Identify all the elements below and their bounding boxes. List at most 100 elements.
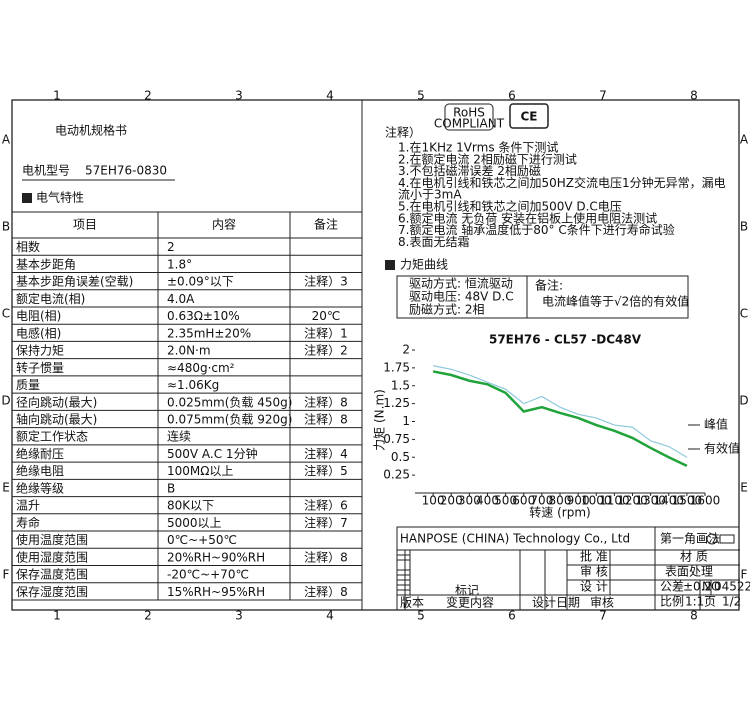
x-tick-label: 1200 [617, 494, 648, 508]
scale: 1:1 [685, 595, 704, 609]
ce-logo [509, 103, 549, 129]
projection-icon [706, 533, 718, 545]
y-tick-label: 0.25 [383, 468, 410, 482]
table-cell: 温升 [16, 499, 40, 513]
title-block [396, 526, 740, 611]
table-cell: 500V A.C 1分钟 [167, 446, 258, 461]
drive-line: 驱动电压: 48V D.C [409, 290, 514, 304]
page-label: 页 [704, 595, 716, 609]
table-cell: 2.35mH±20% [167, 326, 251, 340]
table-cell: ±0.09°以下 [167, 275, 234, 289]
note-line: 7.额定电流 轴承温度低于80° C条件下进行寿命试验 [398, 222, 675, 237]
ruler-number: 3 [235, 609, 243, 623]
table-cell: 电阻(相) [16, 309, 61, 323]
table-cell: 额定工作状态 [16, 429, 88, 444]
mark: 标记 [455, 584, 479, 598]
x-tick-label: 1000 [581, 494, 612, 508]
table-cell: 注释）8 [304, 394, 348, 409]
table-cell: ≈1.06Kg [167, 378, 219, 392]
x-tick-label: 1300 [635, 494, 666, 508]
table-cell: 绝缘电阻 [16, 463, 64, 478]
rohs-sub: COMPLIANT [434, 117, 505, 131]
ruler-number: 5 [417, 609, 425, 623]
page: 1/2 [722, 595, 741, 609]
revision-header: 设计 [532, 596, 556, 610]
table-cell: 0℃~+50℃ [167, 533, 237, 547]
ruler-letter: D [739, 394, 748, 408]
section-title: 电气特性 [36, 190, 84, 205]
ruler-number: 4 [326, 609, 334, 623]
table-cell: 额定电流(相) [16, 291, 85, 306]
ce-text: CE [520, 110, 537, 124]
x-tick-label: 100 [422, 494, 445, 508]
table-cell: 20%RH~90%RH [167, 550, 265, 564]
rohs-text: RoHS [453, 106, 485, 120]
table-cell: 注释）8 [304, 412, 348, 427]
table-cell: 注释）4 [304, 446, 348, 461]
table-cell: 注释）2 [304, 343, 348, 358]
x-tick-label: 400 [476, 494, 499, 508]
surface: 表面处理 [665, 565, 713, 579]
ruler-letter: A [2, 133, 11, 147]
table-cell: 0.63Ω±10% [167, 309, 240, 323]
table-cell: 保存湿度范围 [16, 584, 88, 599]
revision-header: 审核 [590, 595, 614, 610]
projection: 第一角画法 [660, 532, 720, 546]
table-cell: 电感(相) [16, 325, 61, 340]
table-cell: 注释）5 [304, 463, 348, 478]
scale-label: 比例 [660, 595, 684, 609]
legend-label: 峰值 [704, 417, 728, 432]
x-tick-label: 200 [440, 494, 463, 508]
ruler-number: 7 [599, 89, 607, 103]
y-axis-label: 力矩 (N.m) [373, 389, 387, 451]
ruler-letter: F [3, 568, 10, 582]
x-tick-label: 1500 [672, 494, 703, 508]
tolerance: ±0.2 [683, 580, 712, 594]
x-tick-label: 800 [549, 494, 572, 508]
table-cell: 相数 [16, 239, 40, 254]
x-tick-label: 900 [567, 494, 590, 508]
y-tick-label: 1.5 [391, 378, 410, 392]
ruler-number: 8 [690, 609, 698, 623]
note-line: 6.额定电流 无负荷 安装在铝板上使用电阻法测试 [398, 210, 657, 225]
table-cell: 基本步距角误差(空载) [16, 275, 133, 289]
note-line: 5.在电机引线和铁芯之间加500V D.C电压 [398, 200, 622, 214]
table-cell: 使用湿度范围 [16, 549, 88, 564]
rohs-logo [444, 103, 494, 131]
table-cell: 1.8° [167, 257, 192, 271]
ruler-number: 2 [144, 609, 152, 623]
revision-header: 变更内容 [446, 595, 494, 610]
table-cell: 保持力矩 [16, 343, 64, 358]
no: 045220 [714, 580, 750, 594]
x-tick-label: 600 [512, 494, 535, 508]
ruler-letter: B [2, 220, 10, 234]
model-label: 电机型号 [22, 164, 70, 178]
table-cell: -20℃~+70℃ [167, 568, 249, 582]
icon [22, 193, 32, 203]
x-tick-label: 500 [494, 494, 517, 508]
company: HANPOSE (CHINA) Technology Co., Ltd [400, 532, 630, 546]
ruler-number: 1 [53, 609, 61, 623]
remark: 电流峰值等于√2倍的有效值 [542, 294, 689, 309]
frame [11, 99, 740, 611]
y-tick-label: 2 [402, 343, 410, 357]
projection-icon [719, 534, 735, 544]
ruler-number: 3 [235, 89, 243, 103]
ruler-letter: E [2, 481, 10, 495]
table-cell: 基本步距角 [16, 257, 76, 271]
tolerance-label: 公差 [660, 580, 684, 594]
y-tick-label: 0.5 [391, 450, 410, 464]
table-cell: 4.0A [167, 292, 195, 306]
ruler-letter: E [740, 481, 748, 495]
section-title: 力矩曲线 [400, 258, 448, 272]
note-line: 8.表面无结霜 [398, 235, 469, 249]
y-tick-label: 0.75 [383, 432, 410, 446]
model: 57EH76-0830 [85, 164, 167, 178]
drive-line: 励磁方式: 2相 [409, 302, 485, 317]
note-line: 1.在1KHz 1Vrms 条件下测试 [398, 140, 558, 155]
table-cell: 注释）8 [304, 584, 348, 599]
note-line: 流小于3mA [398, 188, 462, 202]
ruler-letter: F [741, 568, 748, 582]
table-cell: 注释）8 [304, 549, 348, 564]
table-cell: 寿命 [16, 515, 40, 530]
